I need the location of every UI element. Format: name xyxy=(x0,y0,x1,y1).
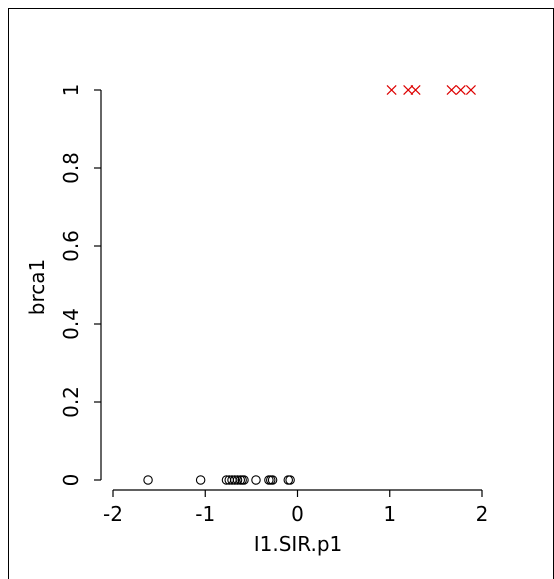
y-tick-label: 0.2 xyxy=(59,386,83,418)
data-point-cross xyxy=(465,84,476,96)
data-point-circle xyxy=(283,475,294,485)
cross-stroke xyxy=(446,84,457,96)
data-point-circle xyxy=(143,475,153,485)
y-tick-label: 0 xyxy=(59,474,83,487)
y-tick-label: 1 xyxy=(59,84,83,97)
cross-stroke xyxy=(455,84,466,96)
cross-stroke xyxy=(465,84,476,96)
x-tick-label: 1 xyxy=(383,502,396,526)
x-tick-label: 2 xyxy=(476,502,489,526)
data-points xyxy=(143,84,476,485)
y-tick-label: 0.6 xyxy=(59,230,83,262)
axes: -2 -1 0 1 2 0 0.2 0.4 0.6 0.8 1 xyxy=(59,84,488,526)
data-point-cross xyxy=(410,84,421,96)
x-tick-label: -1 xyxy=(195,502,215,526)
x-tick-label: -2 xyxy=(103,502,123,526)
data-point-circle xyxy=(251,475,261,485)
data-point-cross xyxy=(386,84,397,96)
data-point-circle xyxy=(232,475,243,485)
y-tick-label: 0.8 xyxy=(59,152,83,184)
data-point-circle xyxy=(285,475,295,485)
data-point-circle xyxy=(195,475,206,485)
cross-stroke xyxy=(410,84,421,96)
data-point-cross xyxy=(446,84,457,96)
data-point-circle xyxy=(230,475,240,485)
data-point-circle xyxy=(267,475,278,485)
data-point-circle xyxy=(239,475,249,485)
cross-stroke xyxy=(386,84,397,96)
data-point-cross xyxy=(455,84,466,96)
x-tick-label: 0 xyxy=(291,502,304,526)
y-axis-title: brca1 xyxy=(25,259,49,315)
cross-stroke xyxy=(403,84,414,96)
y-tick-label: 0.4 xyxy=(59,308,83,340)
data-point-circle xyxy=(265,475,276,485)
x-axis-title: I1.SIR.p1 xyxy=(254,532,343,556)
data-point-cross xyxy=(403,84,414,96)
